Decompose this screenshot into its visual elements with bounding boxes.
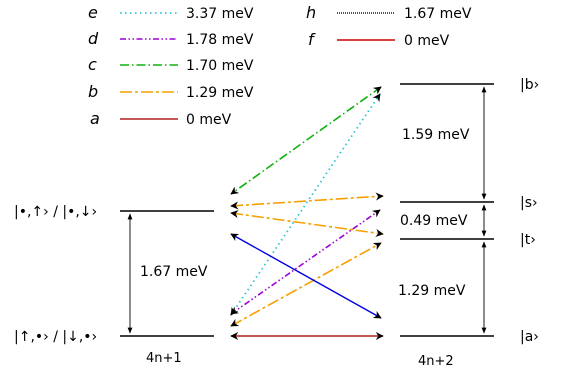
legend-entry-b: b 1.29 meV	[88, 82, 254, 101]
right-state-label-t: |t›	[520, 232, 536, 248]
right-gap-label-st: 0.49 meV	[400, 213, 468, 229]
legend-entry-c: c 1.70 meV	[88, 55, 254, 74]
legend-entry-a: a 0 meV	[90, 109, 232, 128]
legend-entry-e: e 3.37 meV	[88, 3, 254, 22]
transition-b-us	[230, 192, 384, 210]
legend-letter: a	[90, 109, 100, 128]
right-state-label-s: |s›	[520, 195, 538, 211]
legend-entry-d: d 1.78 meV	[88, 29, 254, 48]
right-state-label-a: |a›	[520, 329, 539, 345]
legend-left: e 3.37 meV d 1.78 meV c 1.70 meV b 1.29 …	[88, 3, 254, 128]
left-gap-label: 1.67 meV	[140, 264, 208, 280]
right-gap-label-ta: 1.29 meV	[398, 283, 466, 299]
legend-letter: f	[308, 30, 316, 49]
legend-value: 0 meV	[404, 33, 450, 49]
right-group-label: 4n+2	[418, 354, 454, 369]
right-gap-label-bs: 1.59 meV	[402, 127, 470, 143]
legend-entry-h: h 1.67 meV	[306, 3, 472, 22]
right-level-group: 1.59 meV 0.49 meV 1.29 meV |b› |s› |t› |…	[398, 77, 539, 369]
left-lower-state-label: |↑,•› / |↓,•›	[14, 329, 97, 345]
legend-value: 3.37 meV	[186, 6, 254, 22]
transition-arrows	[230, 86, 384, 340]
legend-letter: h	[306, 3, 316, 22]
transition-c	[230, 86, 382, 195]
legend-letter: c	[88, 55, 97, 74]
legend-value: 1.29 meV	[186, 85, 254, 101]
legend-right: h 1.67 meV f 0 meV	[306, 3, 472, 49]
transition-d	[230, 209, 381, 315]
legend-letter: d	[88, 29, 99, 48]
legend-value: 1.67 meV	[404, 6, 472, 22]
legend-value: 0 meV	[186, 112, 232, 128]
right-state-label-b: |b›	[520, 77, 539, 93]
legend-letter: b	[88, 82, 98, 101]
left-level-group: 1.67 meV |•,↑› / |•,↓› |↑,•› / |↓,•› 4n+…	[14, 204, 214, 366]
legend-value: 1.78 meV	[186, 32, 254, 48]
transition-h	[230, 233, 382, 319]
transition-b-lt	[230, 242, 382, 327]
left-upper-state-label: |•,↑› / |•,↓›	[14, 204, 97, 220]
legend-entry-f: f 0 meV	[308, 30, 450, 49]
legend-value: 1.70 meV	[186, 58, 254, 74]
left-group-label: 4n+1	[146, 351, 182, 366]
legend-letter: e	[88, 3, 98, 22]
